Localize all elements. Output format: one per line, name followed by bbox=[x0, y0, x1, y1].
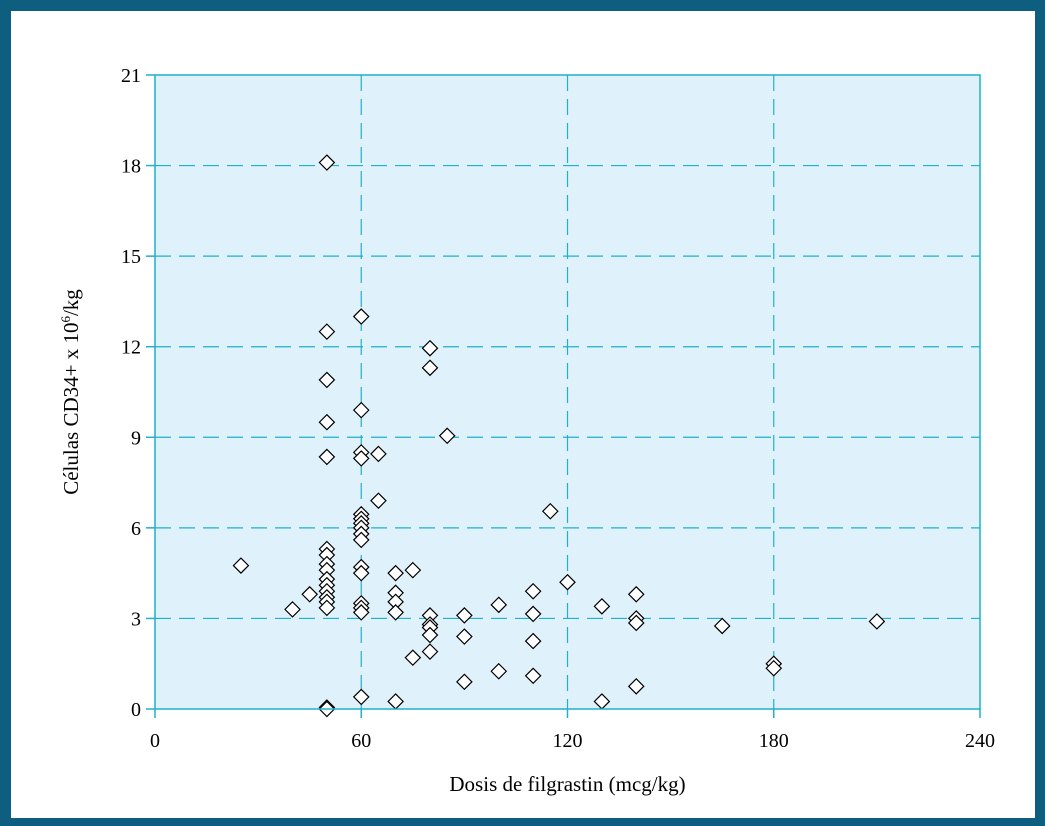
y-tick-label: 9 bbox=[131, 427, 141, 449]
y-tick-label: 21 bbox=[121, 65, 141, 87]
plot-border bbox=[154, 74, 981, 710]
data-point bbox=[284, 601, 301, 618]
y-axis-label-main: Células CD34+ x 10 bbox=[59, 323, 83, 495]
data-point bbox=[352, 688, 370, 706]
data-point bbox=[421, 359, 439, 377]
data-point bbox=[490, 662, 508, 680]
x-axis-label: Dosis de filgrastin (mcg/kg) bbox=[449, 772, 685, 796]
data-point bbox=[541, 502, 559, 520]
data-point bbox=[713, 617, 731, 635]
data-point bbox=[352, 308, 370, 325]
data-point bbox=[318, 448, 336, 466]
data-point bbox=[438, 427, 456, 445]
data-point bbox=[318, 413, 336, 431]
data-point bbox=[421, 643, 439, 660]
tick-labels: 0 3 6 9 12 15 18 21 0 60 120 180 240 bbox=[121, 65, 995, 752]
data-point bbox=[524, 605, 542, 623]
y-tick-label: 15 bbox=[121, 246, 141, 268]
x-tick-label: 60 bbox=[351, 730, 371, 752]
data-point bbox=[370, 445, 387, 463]
data-point bbox=[352, 531, 370, 549]
data-point bbox=[232, 557, 250, 574]
y-tick-label: 3 bbox=[131, 608, 141, 630]
data-point bbox=[456, 628, 473, 645]
data-point bbox=[524, 582, 542, 600]
y-axis-label-superscript: 6 bbox=[58, 316, 73, 323]
y-axis-label-tail: /kg bbox=[59, 289, 83, 316]
data-point bbox=[352, 564, 370, 582]
data-point bbox=[765, 659, 783, 677]
data-point bbox=[593, 598, 611, 615]
data-point bbox=[456, 607, 473, 624]
data-point bbox=[421, 339, 439, 357]
x-tick-label: 120 bbox=[553, 730, 583, 752]
data-point bbox=[352, 604, 370, 621]
y-tick-label: 12 bbox=[121, 337, 141, 359]
data-point bbox=[370, 492, 387, 510]
y-tick-label: 6 bbox=[131, 518, 141, 540]
data-point bbox=[421, 626, 439, 644]
data-point bbox=[352, 401, 370, 419]
data-point bbox=[627, 614, 645, 632]
data-point bbox=[318, 599, 336, 617]
data-point bbox=[387, 604, 404, 621]
x-tick-label: 240 bbox=[965, 730, 995, 752]
x-tick-label: 0 bbox=[150, 730, 160, 752]
data-point bbox=[404, 561, 422, 579]
data-point bbox=[490, 596, 508, 614]
data-point bbox=[318, 154, 336, 171]
data-points bbox=[232, 154, 886, 718]
data-point bbox=[318, 371, 336, 389]
y-tick-label: 18 bbox=[121, 156, 141, 178]
data-point bbox=[524, 632, 542, 650]
data-point bbox=[456, 673, 473, 691]
data-point bbox=[301, 585, 319, 603]
y-axis-label: Células CD34+ x 106/kg bbox=[58, 289, 83, 495]
data-point bbox=[387, 564, 404, 582]
data-point bbox=[524, 667, 542, 685]
data-point bbox=[404, 649, 422, 667]
data-point bbox=[868, 613, 886, 630]
y-tick-label: 0 bbox=[131, 699, 141, 721]
data-point bbox=[627, 678, 645, 695]
data-point bbox=[559, 573, 576, 591]
data-point bbox=[627, 585, 645, 603]
data-point bbox=[352, 450, 370, 467]
data-point bbox=[318, 323, 336, 340]
gridlines bbox=[155, 75, 980, 709]
x-tick-label: 180 bbox=[759, 730, 789, 752]
